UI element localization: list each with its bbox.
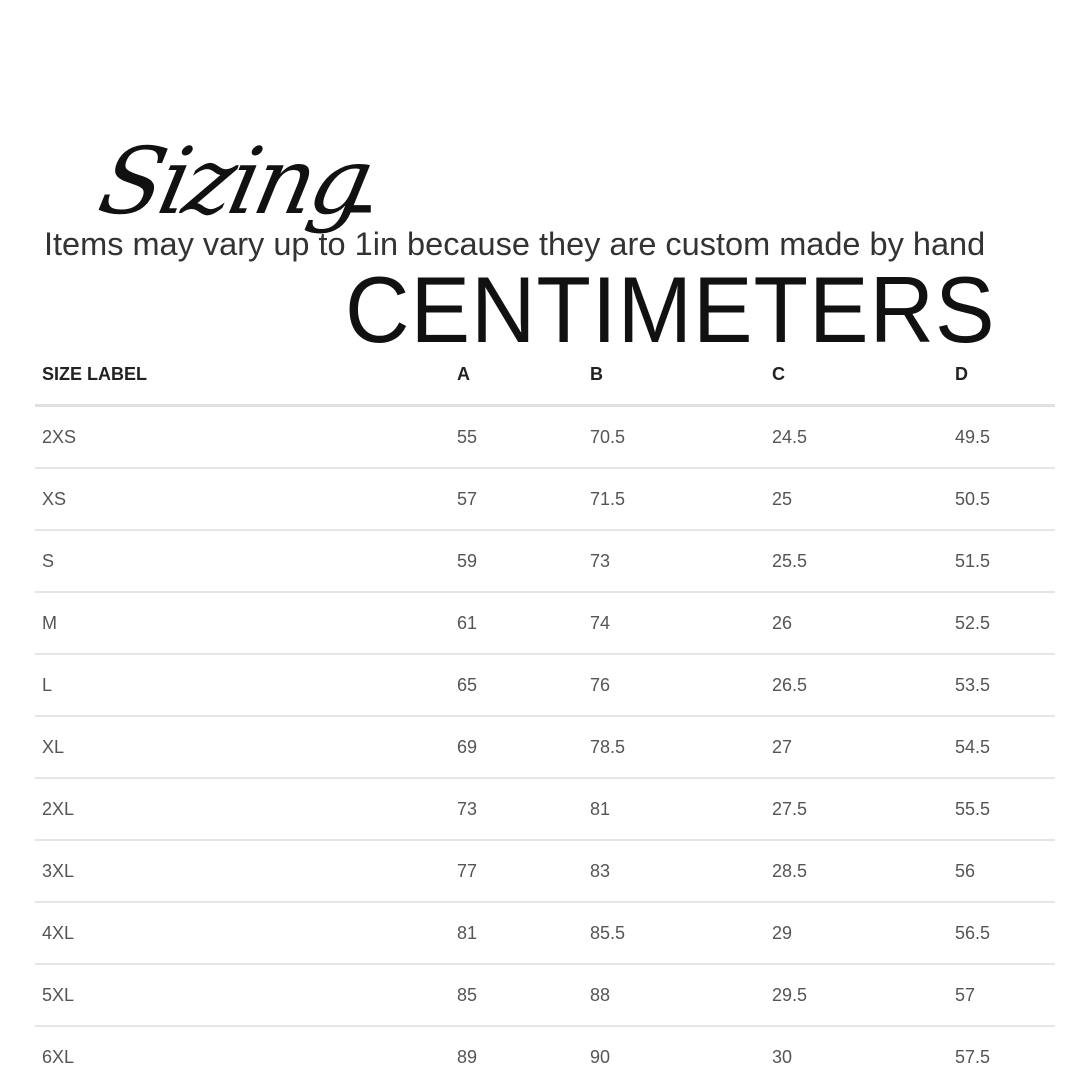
title-main: -CENTIMETERS (345, 149, 996, 362)
measurement-cell: 24.5 (772, 427, 808, 447)
measurement-cell: 27.5 (772, 799, 808, 819)
measurement-cell: 83 (590, 861, 611, 881)
measurement-cell: 26.5 (772, 675, 808, 695)
measurement-cell: 53.5 (955, 675, 991, 695)
size-label-cell: 3XL (42, 861, 75, 881)
measurement-cell: 73 (457, 799, 478, 819)
header-cell: D (955, 364, 968, 384)
size-label-cell: 2XL (42, 799, 75, 819)
size-label-cell: XL (42, 737, 65, 757)
measurement-cell: 29.5 (772, 985, 808, 1005)
measurement-cell: 81 (457, 923, 478, 943)
table-row: M 61 74 26 52.5 (35, 593, 1055, 655)
measurement-cell: 71.5 (590, 489, 626, 509)
measurement-cell: 55.5 (955, 799, 991, 819)
size-label-cell: 6XL (42, 1047, 75, 1067)
measurement-cell: 57 (955, 985, 976, 1005)
measurement-cell: 27 (772, 737, 793, 757)
size-label-cell: 2XS (42, 427, 77, 447)
table-header: SIZE LABEL A B C D (35, 350, 1055, 407)
measurement-cell: 77 (457, 861, 478, 881)
measurement-cell: 74 (590, 613, 611, 633)
measurement-cell: 25.5 (772, 551, 808, 571)
measurement-cell: 81 (590, 799, 611, 819)
measurement-cell: 88 (590, 985, 611, 1005)
measurement-cell: 61 (457, 613, 478, 633)
measurement-cell: 57.5 (955, 1047, 991, 1067)
size-table: SIZE LABEL A B C D 2XS 55 70.5 24.5 49.5 XS 57… (35, 350, 1055, 1087)
measurement-cell: 49.5 (955, 427, 991, 447)
subtitle: Items may vary up to 1in because they ar… (44, 226, 986, 262)
page-title: Sizing -CENTIMETERS (50, 70, 1050, 362)
measurement-cell: 70.5 (590, 427, 626, 447)
table-row: XS 57 71.5 25 50.5 (35, 469, 1055, 531)
size-label-cell: 5XL (42, 985, 75, 1005)
measurement-cell: 76 (590, 675, 611, 695)
measurement-cell: 50.5 (955, 489, 991, 509)
measurement-cell: 51.5 (955, 551, 991, 571)
measurement-cell: 25 (772, 489, 793, 509)
table-row: 5XL 85 88 29.5 57 (35, 965, 1055, 1027)
measurement-cell: 56.5 (955, 923, 991, 943)
measurement-cell: 59 (457, 551, 478, 571)
table-row: 6XL 89 90 30 57.5 (35, 1027, 1055, 1087)
table-row: L 65 76 26.5 53.5 (35, 655, 1055, 717)
measurement-cell: 89 (457, 1047, 478, 1067)
measurement-cell: 73 (590, 551, 611, 571)
header-cell: SIZE LABEL (42, 364, 148, 384)
size-label-cell: 4XL (42, 923, 75, 943)
measurement-cell: 29 (772, 923, 793, 943)
measurement-cell: 26 (772, 613, 793, 633)
measurement-cell: 57 (457, 489, 478, 509)
size-label-cell: M (42, 613, 57, 633)
table-row: 2XL 73 81 27.5 55.5 (35, 779, 1055, 841)
measurement-cell: 28.5 (772, 861, 808, 881)
header-cell: B (590, 364, 603, 384)
table-row: XL 69 78.5 27 54.5 (35, 717, 1055, 779)
size-label-cell: XS (42, 489, 67, 509)
header-cell: A (457, 364, 470, 384)
measurement-cell: 56 (955, 861, 976, 881)
header-cell: C (772, 364, 785, 384)
table-row: 3XL 77 83 28.5 56 (35, 841, 1055, 903)
measurement-cell: 85.5 (590, 923, 626, 943)
measurement-cell: 65 (457, 675, 478, 695)
measurement-cell: 30 (772, 1047, 793, 1067)
measurement-cell: 54.5 (955, 737, 991, 757)
measurement-cell: 52.5 (955, 613, 991, 633)
table-row: 4XL 81 85.5 29 56.5 (35, 903, 1055, 965)
table-row: 2XS 55 70.5 24.5 49.5 (35, 407, 1055, 469)
measurement-cell: 69 (457, 737, 478, 757)
measurement-cell: 85 (457, 985, 478, 1005)
title-script: Sizing (90, 128, 378, 235)
size-label-cell: S (42, 551, 55, 571)
size-label-cell: L (42, 675, 53, 695)
measurement-cell: 90 (590, 1047, 611, 1067)
measurement-cell: 78.5 (590, 737, 626, 757)
table-row: S 59 73 25.5 51.5 (35, 531, 1055, 593)
measurement-cell: 55 (457, 427, 478, 447)
